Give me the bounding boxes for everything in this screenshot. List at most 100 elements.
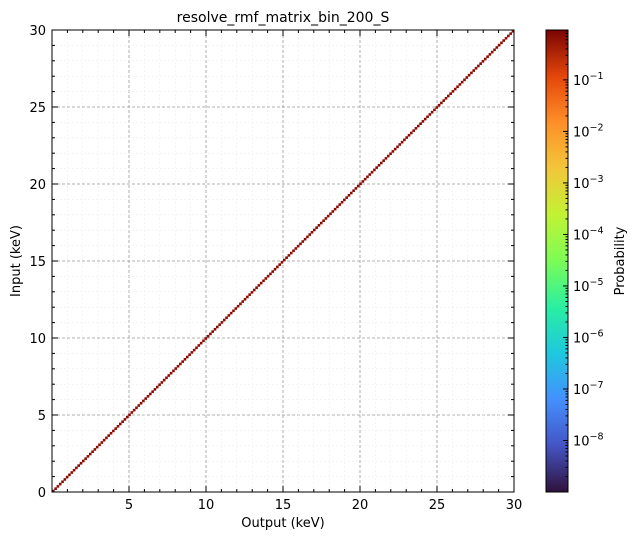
y-tick-label: 30 xyxy=(29,24,46,39)
heatmap-cell xyxy=(354,187,358,190)
colorbar-axis: 10−110−210−310−410−510−610−710−8 xyxy=(563,30,604,493)
heatmap-cell xyxy=(433,108,436,112)
heatmap-cell xyxy=(100,441,104,444)
heatmap-cell xyxy=(294,247,298,250)
tick-exponent: −6 xyxy=(590,328,604,339)
heatmap-cell xyxy=(153,388,157,391)
tick-exponent: −2 xyxy=(590,122,604,133)
heatmap-cell xyxy=(255,286,258,290)
heatmap-cell xyxy=(54,487,57,490)
heatmap-cell xyxy=(218,323,221,326)
heatmap-cell xyxy=(75,466,78,470)
heatmap-cell xyxy=(234,307,238,310)
heatmap-cell xyxy=(493,48,496,52)
heatmap-cell xyxy=(229,311,233,315)
heatmap-cell xyxy=(456,85,459,89)
heatmap-cell xyxy=(324,217,328,220)
heatmap-cell xyxy=(403,138,406,142)
heatmap-cell xyxy=(232,309,235,313)
heatmap-cell xyxy=(511,30,515,33)
heatmap-cell xyxy=(437,103,441,107)
heatmap-cell xyxy=(222,318,226,322)
heatmap-cell xyxy=(391,150,395,153)
heatmap-cell xyxy=(181,360,184,363)
heatmap-cell xyxy=(447,94,450,98)
heatmap-cell xyxy=(421,120,425,123)
x-tick-label: 25 xyxy=(429,498,446,513)
heatmap-cell xyxy=(250,291,254,294)
heatmap-cell xyxy=(68,473,71,477)
heatmap-cell xyxy=(460,80,464,84)
heatmap-cell xyxy=(195,346,198,350)
heatmap-cell xyxy=(211,330,214,333)
tick-exponent: −3 xyxy=(590,174,604,185)
heatmap-cell xyxy=(183,358,187,361)
tick-base: 10 xyxy=(573,228,590,243)
heatmap-cell xyxy=(481,60,485,63)
heatmap-cell xyxy=(502,39,506,42)
x-tick-label: 30 xyxy=(506,498,523,513)
heatmap-cell xyxy=(227,314,231,317)
heatmap-cell xyxy=(430,110,434,114)
heatmap-cell xyxy=(490,50,494,54)
tick-base: 10 xyxy=(573,383,590,398)
heatmap-cell xyxy=(363,177,367,181)
heatmap-cell xyxy=(356,184,360,188)
heatmap-cell xyxy=(93,448,97,451)
heatmap-cell xyxy=(144,397,148,400)
heatmap-cell xyxy=(463,78,466,82)
heatmap-cell xyxy=(435,106,439,109)
tick-base: 10 xyxy=(573,331,590,346)
heatmap-cell xyxy=(451,90,455,93)
heatmap-cell xyxy=(88,452,92,456)
heatmap-cell xyxy=(333,207,337,211)
heatmap-cell xyxy=(125,415,129,419)
heatmap-cell xyxy=(151,390,154,393)
heatmap-cell xyxy=(329,212,332,216)
heatmap-cell xyxy=(306,235,309,239)
heatmap-cell xyxy=(209,332,212,336)
heatmap-cell xyxy=(507,34,510,38)
heatmap-cell xyxy=(405,136,409,139)
colorbar-tick-label: 10−7 xyxy=(573,380,604,398)
heatmap-cell xyxy=(273,267,277,271)
heatmap-cell xyxy=(114,427,117,430)
heatmap-cell xyxy=(347,194,351,197)
x-tick-label: 15 xyxy=(275,498,292,513)
tick-base: 10 xyxy=(573,177,590,192)
heatmap-cell xyxy=(495,46,499,49)
colorbar-tick-label: 10−6 xyxy=(573,328,604,346)
colorbar-label: Probability xyxy=(613,226,628,295)
heatmap-cell xyxy=(338,203,342,206)
heatmap-cell xyxy=(428,113,432,116)
heatmap-cell xyxy=(278,263,281,266)
heatmap-cell xyxy=(283,258,286,262)
colorbar-tick-label: 10−3 xyxy=(573,174,604,192)
heatmap-cell xyxy=(220,321,224,324)
heatmap-cell xyxy=(135,406,138,410)
heatmap-cell xyxy=(72,468,76,472)
heatmap-cell xyxy=(52,489,55,493)
heatmap-cell xyxy=(315,226,318,229)
heatmap-cell xyxy=(380,161,383,165)
heatmap-cell xyxy=(483,57,487,61)
heatmap-cell xyxy=(107,434,111,437)
heatmap-cell xyxy=(82,459,85,463)
heatmap-cell xyxy=(366,175,369,179)
heatmap-cell xyxy=(368,173,372,176)
heatmap-cell xyxy=(287,254,291,257)
heatmap-cell xyxy=(412,129,415,132)
heatmap-cell xyxy=(444,96,448,100)
tick-base: 10 xyxy=(573,74,590,89)
heatmap-cell xyxy=(296,244,300,248)
heatmap-cell xyxy=(336,205,339,209)
heatmap-cell xyxy=(199,341,203,345)
heatmap-cell xyxy=(128,413,131,417)
heatmap-cell xyxy=(174,367,178,370)
x-tick-label: 10 xyxy=(198,498,215,513)
heatmap-cell xyxy=(58,482,62,486)
heatmap-cell xyxy=(352,189,355,192)
x-axis: 5 10 15 20 25 30 xyxy=(66,30,523,513)
heatmap-cell xyxy=(248,293,251,296)
heatmap-cell xyxy=(289,251,293,255)
